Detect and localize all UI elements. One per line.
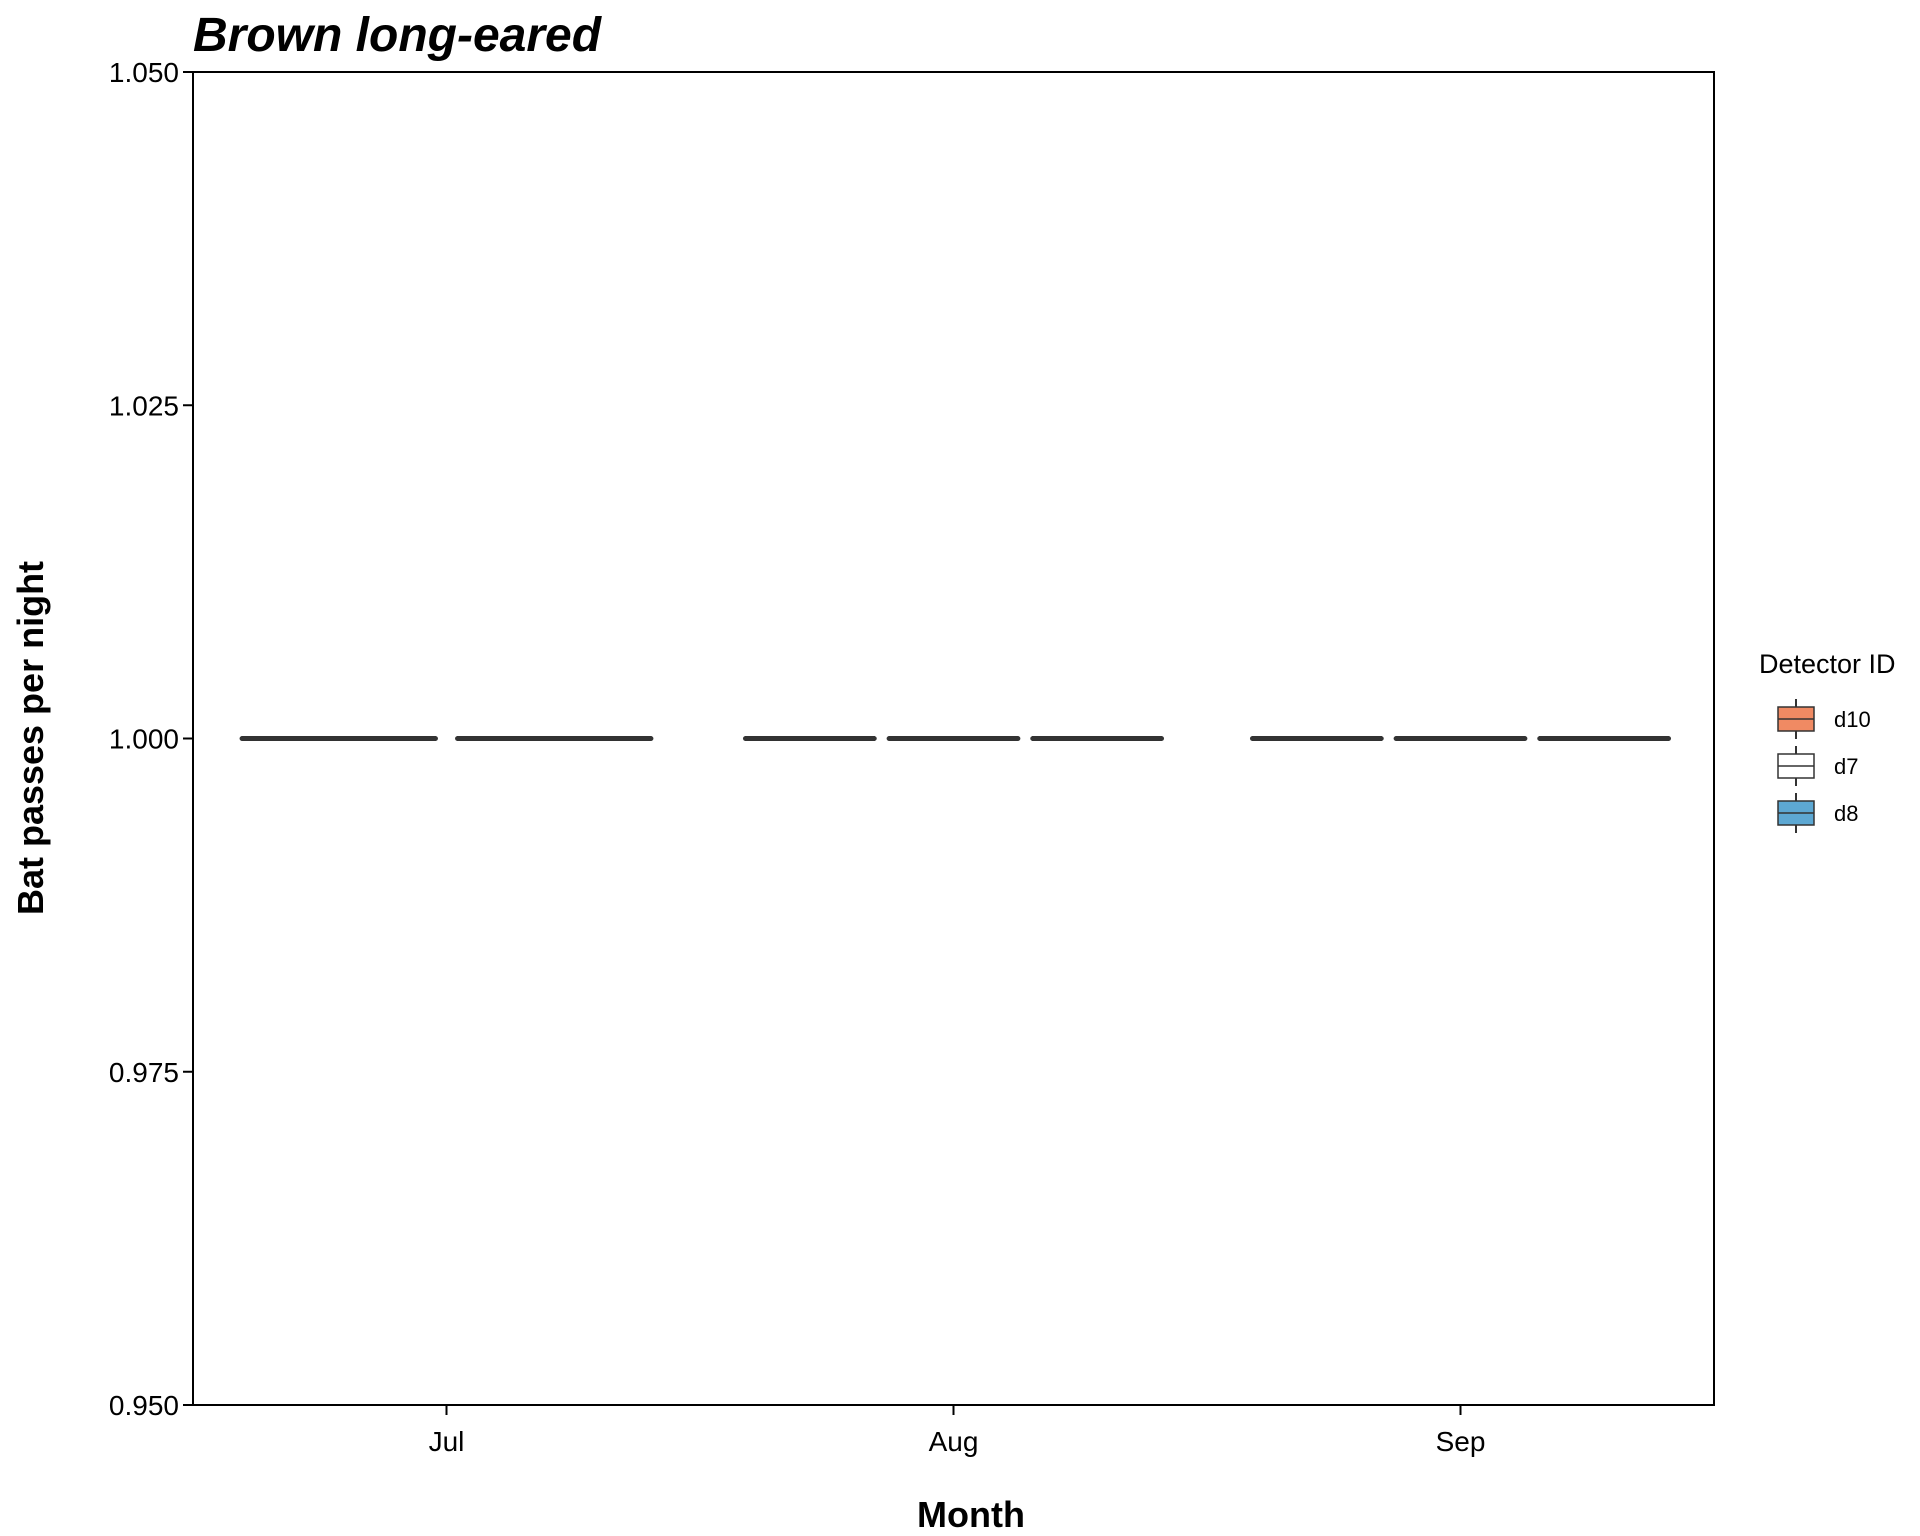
legend-title: Detector ID	[1759, 649, 1896, 679]
legend-label: d8	[1834, 801, 1858, 826]
x-axis: Jul Aug Sep	[429, 1405, 1486, 1457]
legend-item-d8: d8	[1777, 793, 1858, 833]
legend-label: d10	[1834, 707, 1871, 732]
box-series	[239, 736, 1672, 741]
legend-item-d7: d7	[1777, 746, 1858, 786]
y-tick-label: 0.950	[109, 1390, 179, 1421]
legend: Detector ID d10 d7 d8	[1759, 649, 1896, 833]
chart-title: Brown long-eared	[193, 9, 603, 62]
legend-item-d10: d10	[1777, 699, 1871, 739]
y-axis-title: Bat passes per night	[10, 561, 51, 915]
y-tick-label: 1.050	[109, 57, 179, 88]
x-tick-label: Jul	[429, 1426, 465, 1457]
y-tick-label: 0.975	[109, 1057, 179, 1088]
legend-label: d7	[1834, 754, 1858, 779]
x-tick-label: Sep	[1436, 1426, 1486, 1457]
y-axis: 0.950 0.975 1.000 1.025 1.050	[109, 57, 193, 1421]
x-tick-label: Aug	[929, 1426, 979, 1457]
y-tick-label: 1.000	[109, 724, 179, 755]
y-tick-label: 1.025	[109, 390, 179, 421]
x-axis-title: Month	[917, 1494, 1025, 1535]
